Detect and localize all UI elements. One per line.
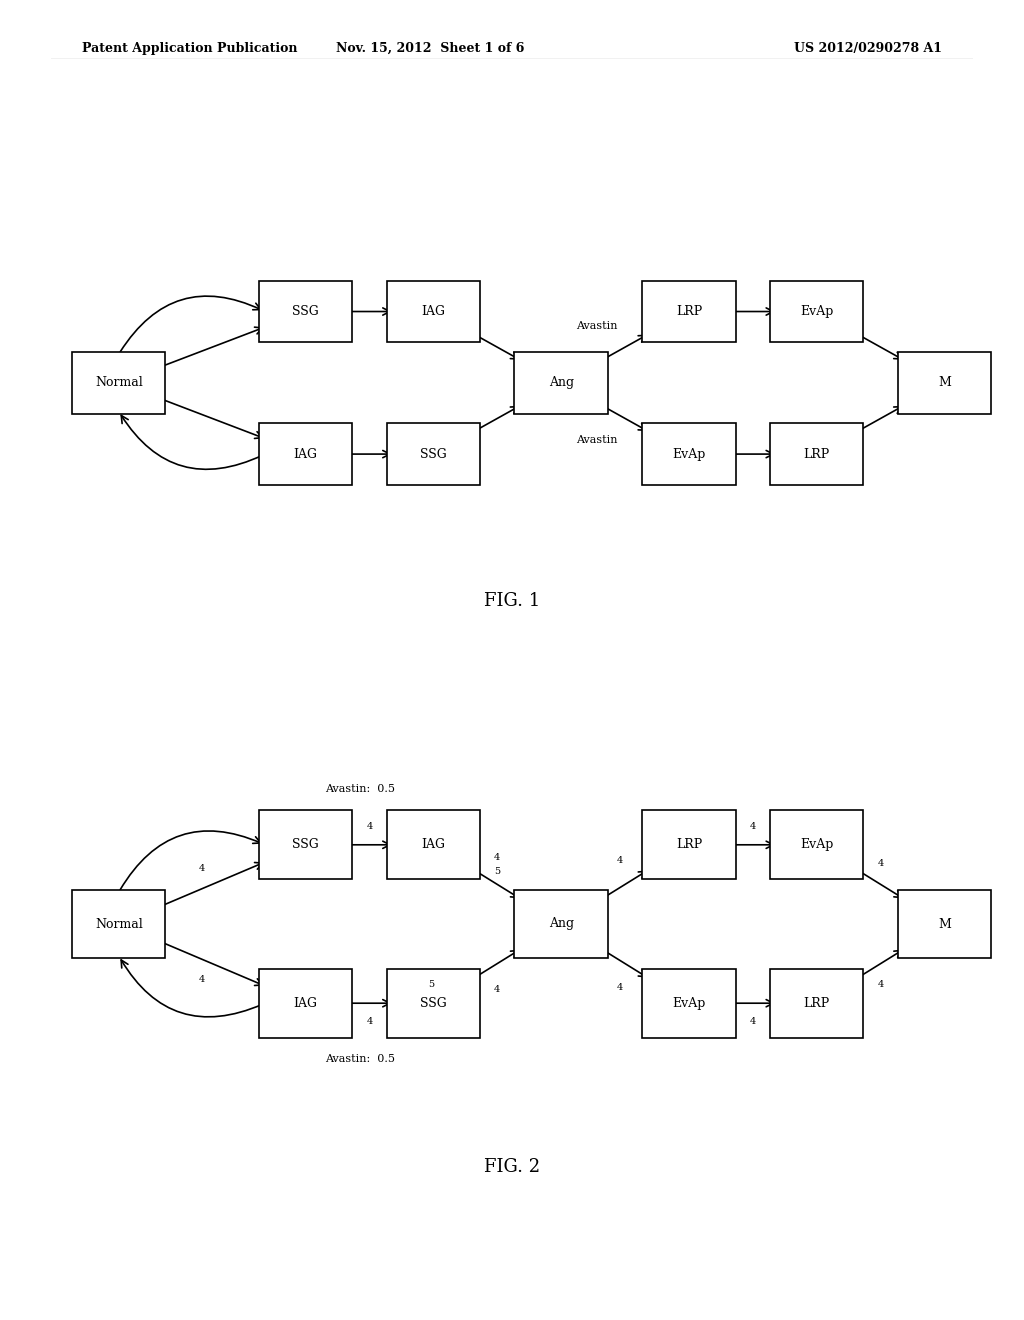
Text: IAG: IAG [294, 447, 317, 461]
Text: SSG: SSG [420, 997, 446, 1010]
Text: US 2012/0290278 A1: US 2012/0290278 A1 [794, 42, 942, 55]
Text: 4: 4 [878, 859, 884, 867]
FancyBboxPatch shape [259, 424, 352, 484]
Text: M: M [938, 917, 951, 931]
Text: Nov. 15, 2012  Sheet 1 of 6: Nov. 15, 2012 Sheet 1 of 6 [336, 42, 524, 55]
FancyBboxPatch shape [770, 281, 863, 342]
Text: FIG. 2: FIG. 2 [484, 1158, 540, 1176]
FancyBboxPatch shape [770, 424, 863, 484]
Text: FIG. 1: FIG. 1 [484, 593, 540, 610]
Text: LRP: LRP [676, 305, 702, 318]
FancyBboxPatch shape [387, 281, 480, 342]
Text: Ang: Ang [549, 376, 573, 389]
Text: 4: 4 [617, 857, 624, 865]
Text: LRP: LRP [804, 997, 829, 1010]
Text: 4: 4 [617, 983, 624, 991]
FancyBboxPatch shape [387, 424, 480, 484]
Text: Avastin: Avastin [575, 434, 617, 445]
Text: SSG: SSG [292, 838, 318, 851]
Text: 4: 4 [200, 865, 206, 873]
FancyBboxPatch shape [259, 281, 352, 342]
Text: EvAp: EvAp [800, 305, 834, 318]
Text: 4: 4 [878, 981, 884, 989]
Text: 4: 4 [495, 986, 501, 994]
FancyBboxPatch shape [642, 281, 735, 342]
FancyBboxPatch shape [514, 890, 608, 958]
Text: Normal: Normal [95, 376, 142, 389]
Text: 4: 4 [495, 854, 501, 862]
Text: 4: 4 [200, 975, 206, 983]
Text: SSG: SSG [292, 305, 318, 318]
Text: Ang: Ang [549, 917, 573, 931]
Text: EvAp: EvAp [673, 447, 706, 461]
FancyBboxPatch shape [72, 352, 166, 413]
FancyBboxPatch shape [387, 810, 480, 879]
Text: LRP: LRP [804, 447, 829, 461]
FancyBboxPatch shape [514, 352, 608, 413]
FancyBboxPatch shape [642, 424, 735, 484]
Text: 5: 5 [495, 867, 501, 875]
Text: EvAp: EvAp [673, 997, 706, 1010]
FancyBboxPatch shape [770, 810, 863, 879]
Text: IAG: IAG [294, 997, 317, 1010]
FancyBboxPatch shape [642, 810, 735, 879]
Text: SSG: SSG [420, 447, 446, 461]
Text: EvAp: EvAp [800, 838, 834, 851]
Text: 4: 4 [750, 822, 756, 830]
Text: 4: 4 [750, 1018, 756, 1026]
Text: 4: 4 [367, 1018, 373, 1026]
Text: LRP: LRP [676, 838, 702, 851]
Text: 4: 4 [367, 822, 373, 830]
FancyBboxPatch shape [642, 969, 735, 1038]
FancyBboxPatch shape [259, 969, 352, 1038]
FancyBboxPatch shape [259, 810, 352, 879]
FancyBboxPatch shape [387, 969, 480, 1038]
Text: Avastin:  0.5: Avastin: 0.5 [326, 784, 395, 795]
Text: Avastin:  0.5: Avastin: 0.5 [326, 1053, 395, 1064]
FancyBboxPatch shape [72, 890, 166, 958]
Text: IAG: IAG [421, 305, 445, 318]
FancyBboxPatch shape [898, 890, 991, 958]
FancyBboxPatch shape [898, 352, 991, 413]
Text: Avastin: Avastin [575, 321, 617, 331]
Text: Normal: Normal [95, 917, 142, 931]
Text: 5: 5 [428, 981, 434, 989]
FancyBboxPatch shape [770, 969, 863, 1038]
Text: Patent Application Publication: Patent Application Publication [82, 42, 297, 55]
Text: M: M [938, 376, 951, 389]
Text: IAG: IAG [421, 838, 445, 851]
